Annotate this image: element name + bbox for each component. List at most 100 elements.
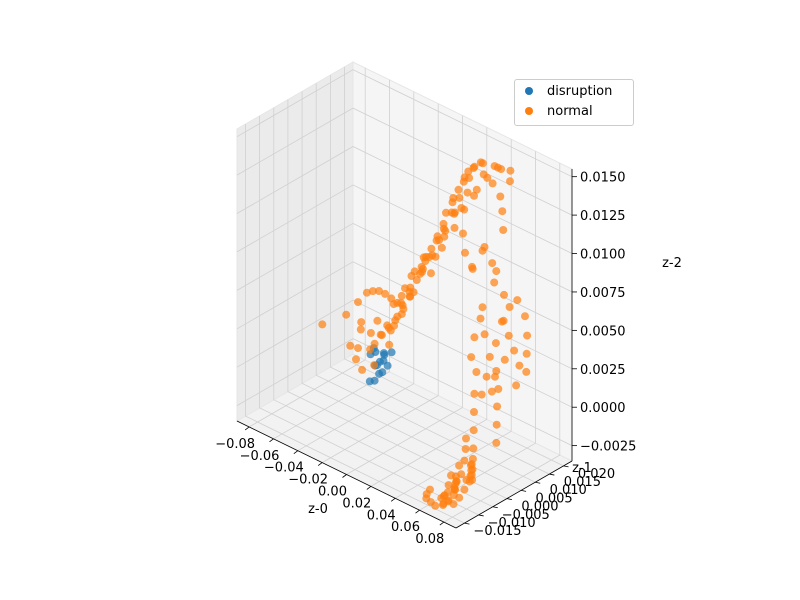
z-gridline	[236, 184, 573, 293]
point-normal	[513, 296, 522, 305]
z-gridline	[236, 222, 573, 331]
point-normal	[470, 333, 479, 342]
y-gridline	[259, 115, 479, 516]
point-normal	[346, 341, 355, 350]
scatter-points	[318, 158, 532, 510]
point-normal	[480, 243, 489, 251]
point-normal	[370, 339, 379, 348]
z-gridline	[236, 146, 573, 254]
point-normal	[366, 345, 375, 354]
z-gridline	[236, 261, 573, 370]
point-normal	[480, 330, 489, 339]
z-tick-label: 0.0100	[580, 248, 626, 263]
point-normal	[469, 426, 478, 435]
x-tick-mark	[390, 497, 396, 502]
point-normal	[401, 284, 409, 293]
y-axis-label: z-1	[572, 461, 592, 476]
y-tick-label: 0.015	[564, 475, 601, 490]
point-normal	[397, 310, 406, 319]
point-normal	[444, 481, 453, 490]
x-gridline	[394, 139, 512, 499]
y-tick-label: 0.005	[535, 491, 572, 506]
point-normal	[390, 321, 399, 330]
point-normal	[497, 317, 506, 326]
point-normal	[505, 303, 514, 311]
point-normal	[470, 162, 479, 171]
point-normal	[449, 194, 458, 202]
point-normal	[342, 310, 351, 319]
point-normal	[512, 381, 521, 390]
point-normal	[354, 344, 362, 353]
z-tick-label: 0.0025	[580, 363, 626, 378]
z-tick-label: 0.0150	[580, 171, 626, 186]
point-normal	[427, 269, 435, 278]
x-tick-label: 0.00	[318, 485, 347, 500]
z-tick-label: 0.0125	[580, 209, 626, 224]
x-tick-mark	[293, 450, 299, 455]
x-tick-label: −0.02	[288, 473, 328, 488]
point-normal	[477, 390, 486, 399]
point-normal	[492, 267, 501, 276]
x-tick-mark	[342, 474, 347, 478]
z-tick-label: 0.0000	[580, 401, 626, 416]
point-normal	[366, 329, 375, 337]
point-normal	[385, 340, 394, 349]
point-normal	[437, 243, 446, 252]
point-normal	[468, 262, 476, 271]
point-normal	[449, 500, 458, 509]
z-axis-label: z-2	[662, 256, 682, 271]
y-tick-mark	[535, 481, 541, 484]
y-gridline	[301, 91, 522, 491]
x-tick-mark	[317, 462, 323, 466]
point-normal	[381, 289, 390, 298]
legend-item-normal: normal	[525, 104, 593, 120]
legend-item-disruption: disruption	[525, 84, 612, 100]
point-normal	[467, 460, 476, 469]
x-gridline	[443, 163, 561, 523]
point-normal	[482, 372, 491, 381]
y-axis-line	[455, 460, 573, 529]
point-disruption	[378, 368, 387, 377]
point-normal	[472, 368, 481, 376]
point-normal	[515, 361, 524, 370]
point-normal	[416, 269, 424, 278]
point-normal	[441, 226, 450, 235]
point-disruption	[379, 356, 388, 365]
point-normal	[490, 278, 499, 287]
point-normal	[523, 331, 532, 340]
point-normal	[478, 159, 487, 168]
y-tick-mark	[464, 522, 470, 525]
y-tick-label: −0.005	[502, 508, 550, 523]
point-normal	[494, 385, 503, 393]
point-normal	[488, 179, 497, 188]
z-tick-label: 0.0075	[580, 286, 626, 301]
x-gridline	[321, 103, 439, 463]
point-normal	[487, 387, 496, 396]
point-normal	[455, 493, 464, 502]
y-gridline	[315, 83, 536, 483]
x-tick-mark	[415, 509, 420, 514]
point-disruption	[365, 377, 374, 386]
point-normal	[368, 287, 377, 296]
point-normal	[460, 456, 469, 465]
x-gridline	[370, 127, 488, 487]
point-normal	[427, 244, 436, 253]
y-tick-mark	[563, 465, 569, 468]
point-normal	[389, 300, 398, 309]
point-normal	[491, 339, 500, 348]
point-normal	[452, 477, 461, 486]
point-normal	[522, 349, 531, 358]
point-normal	[491, 372, 499, 381]
point-normal	[506, 166, 515, 175]
point-normal	[460, 485, 469, 494]
point-normal	[476, 314, 485, 323]
x-tick-label: 0.06	[391, 520, 420, 535]
point-normal	[521, 312, 529, 321]
point-normal	[467, 353, 476, 362]
point-normal	[457, 204, 466, 212]
x-tick-mark	[366, 486, 372, 490]
point-normal	[500, 355, 509, 364]
point-normal	[499, 226, 508, 234]
x-tick-label: 0.08	[415, 532, 444, 547]
